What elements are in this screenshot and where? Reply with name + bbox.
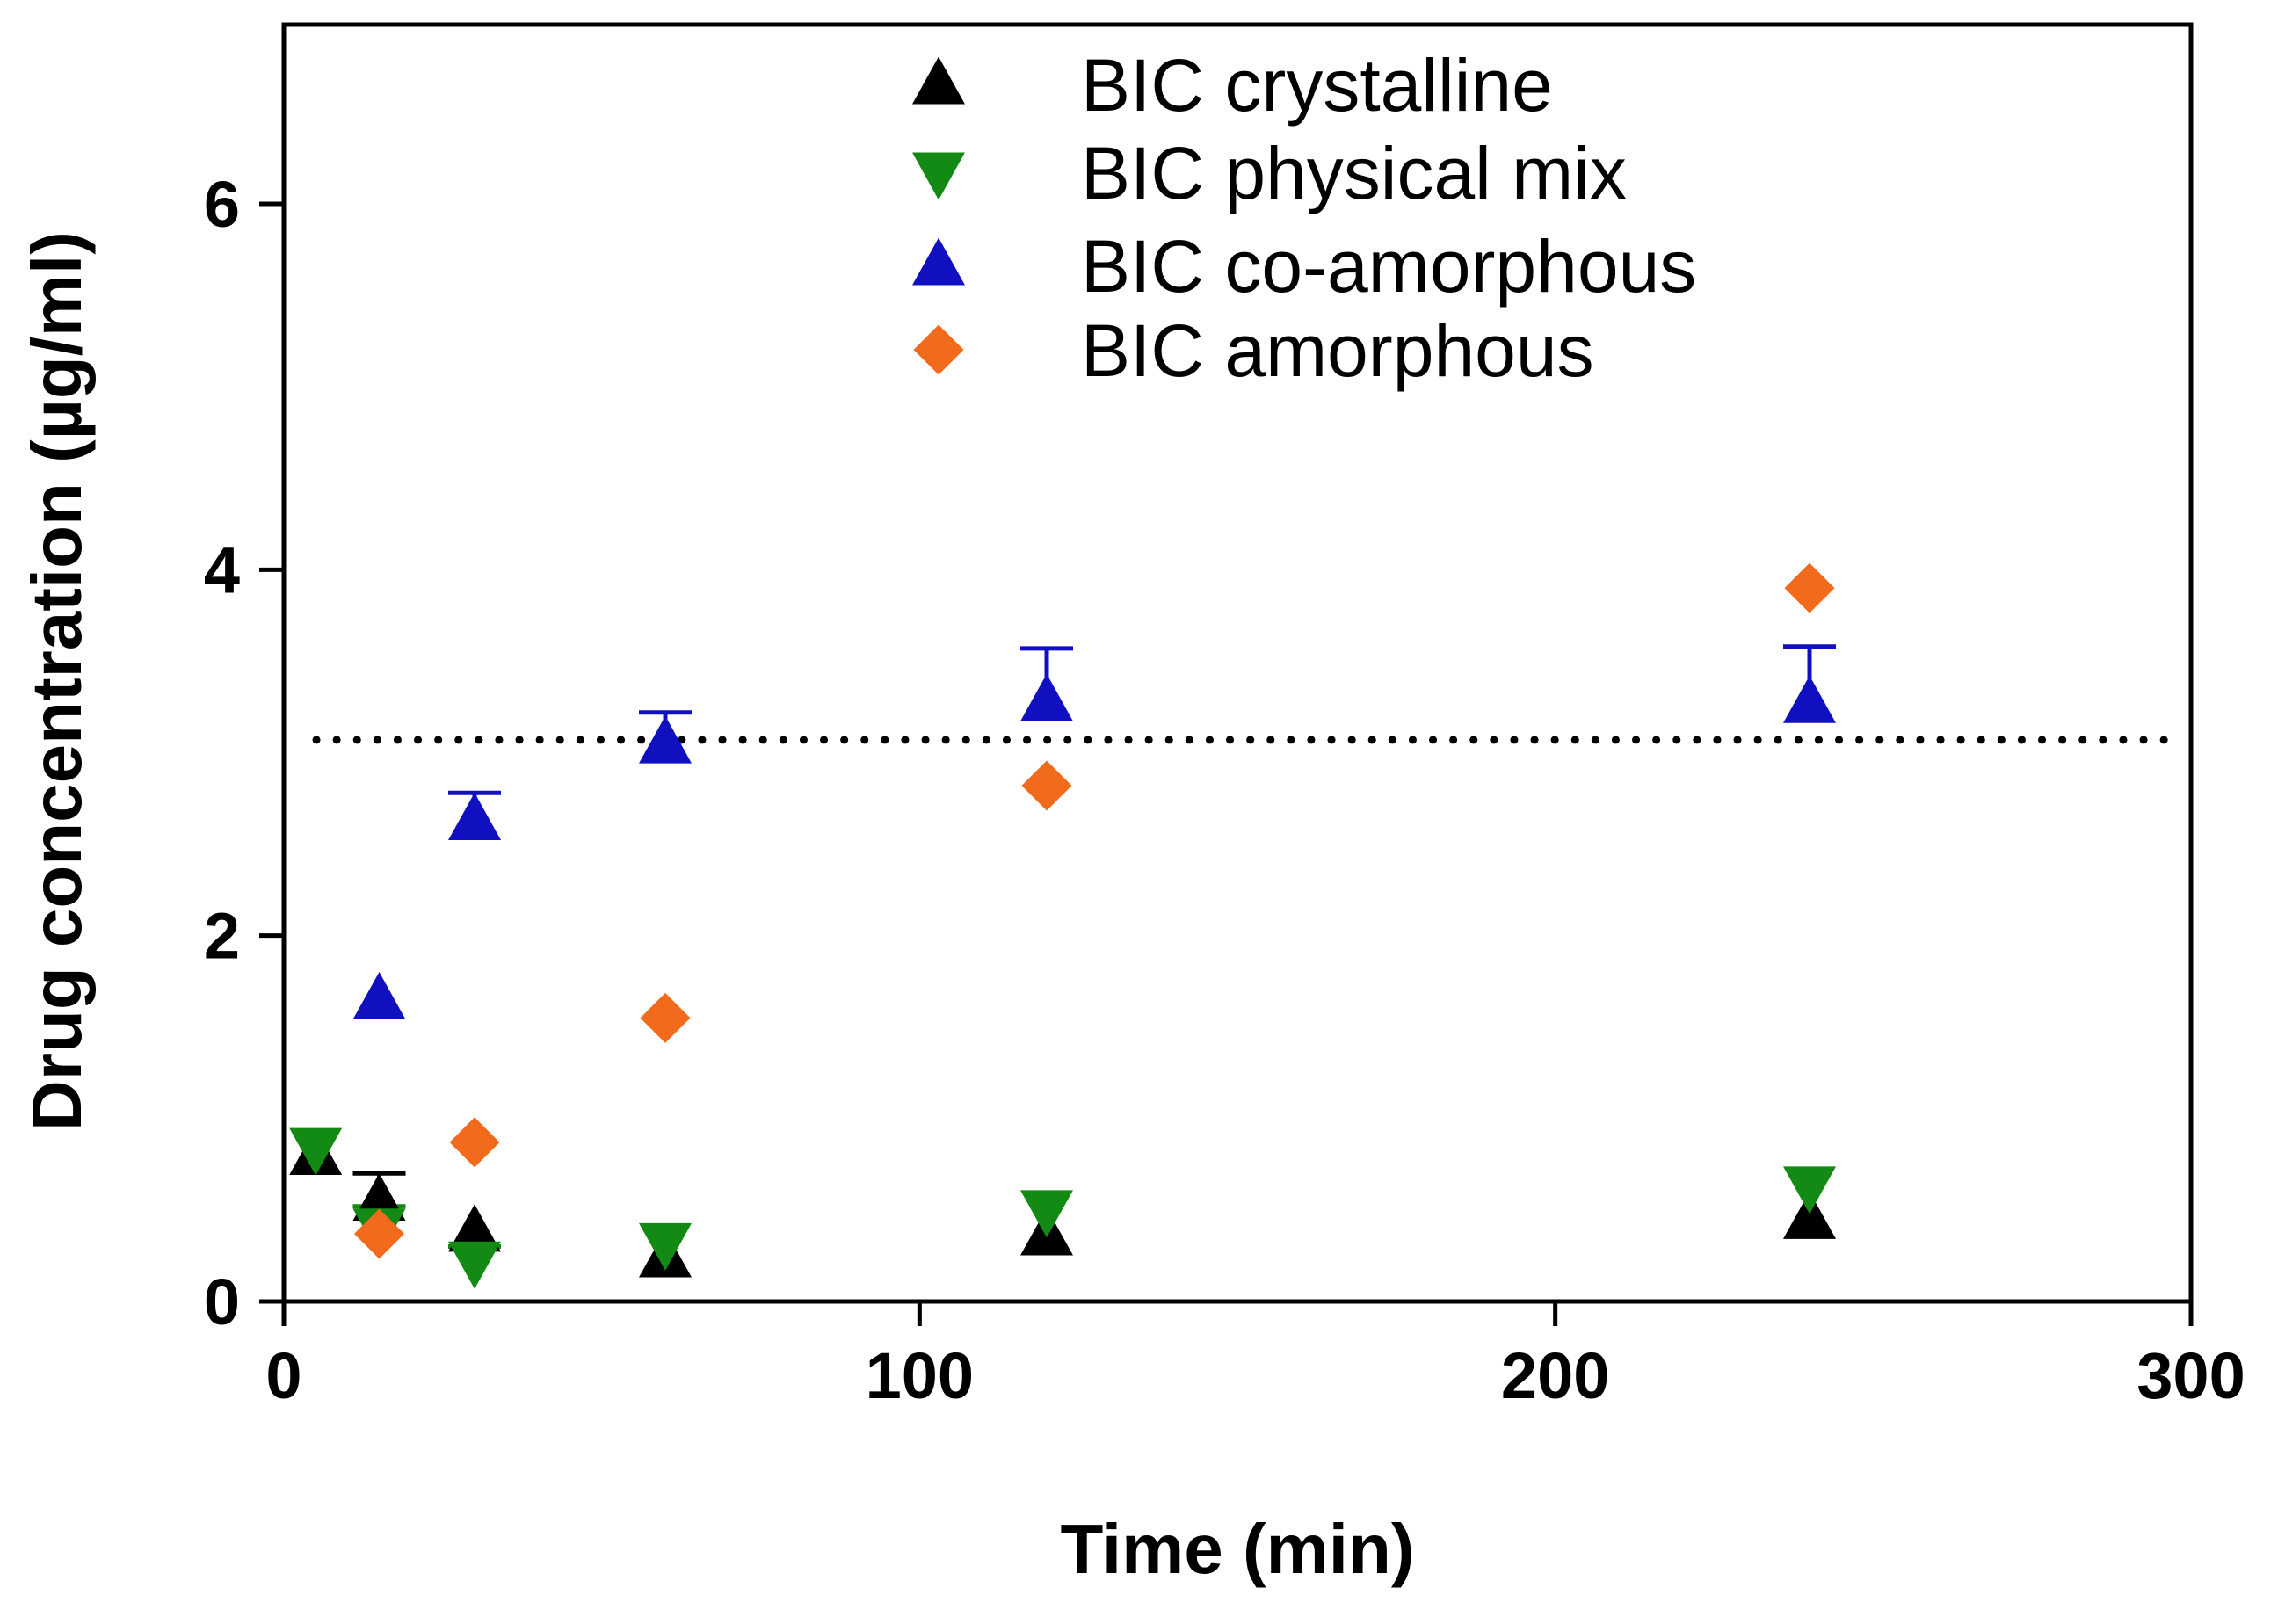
data-point	[640, 992, 691, 1043]
data-point	[639, 715, 692, 764]
legend-label: BIC crystalline	[1081, 44, 1553, 127]
data-point	[448, 793, 501, 841]
y-tick-label: 2	[204, 900, 240, 973]
data-point	[1783, 675, 1836, 723]
data-point	[639, 1222, 692, 1271]
data-point	[289, 1127, 343, 1176]
legend-marker	[912, 56, 965, 105]
legend-marker	[913, 324, 964, 375]
data-point	[1020, 673, 1073, 721]
plot-frame	[281, 22, 2194, 1304]
legend-marker	[912, 152, 965, 200]
x-axis-title: Time (min)	[1060, 1510, 1414, 1588]
y-tick-label: 6	[204, 168, 240, 241]
data-point	[448, 1204, 501, 1252]
legend-marker	[912, 237, 965, 286]
data-point	[354, 1208, 404, 1259]
y-tick-label: 4	[204, 533, 240, 606]
data-point	[1783, 1191, 1836, 1239]
x-tick-label: 0	[265, 1339, 301, 1412]
data-point	[1020, 1190, 1073, 1238]
y-tick-label: 0	[204, 1265, 240, 1338]
legend-label: BIC co-amorphous	[1081, 225, 1696, 308]
data-point	[352, 972, 406, 1020]
x-tick-label: 100	[866, 1339, 974, 1412]
data-point	[449, 1117, 500, 1168]
data-markers	[289, 562, 1836, 1289]
x-tick-label: 300	[2136, 1339, 2245, 1412]
y-axis: 0 2 4 6	[204, 168, 284, 1338]
data-point	[1783, 1166, 1836, 1214]
y-axis-title: Drug concentration (µg/ml)	[18, 231, 96, 1131]
x-axis: 0 100 200 300	[265, 1301, 2245, 1412]
x-tick-label: 200	[1501, 1339, 1609, 1412]
data-point	[1784, 562, 1835, 613]
data-point	[448, 1241, 501, 1289]
legend-label: BIC amorphous	[1081, 309, 1594, 392]
legend-label: BIC physical mix	[1081, 132, 1627, 214]
data-point	[1021, 760, 1072, 811]
